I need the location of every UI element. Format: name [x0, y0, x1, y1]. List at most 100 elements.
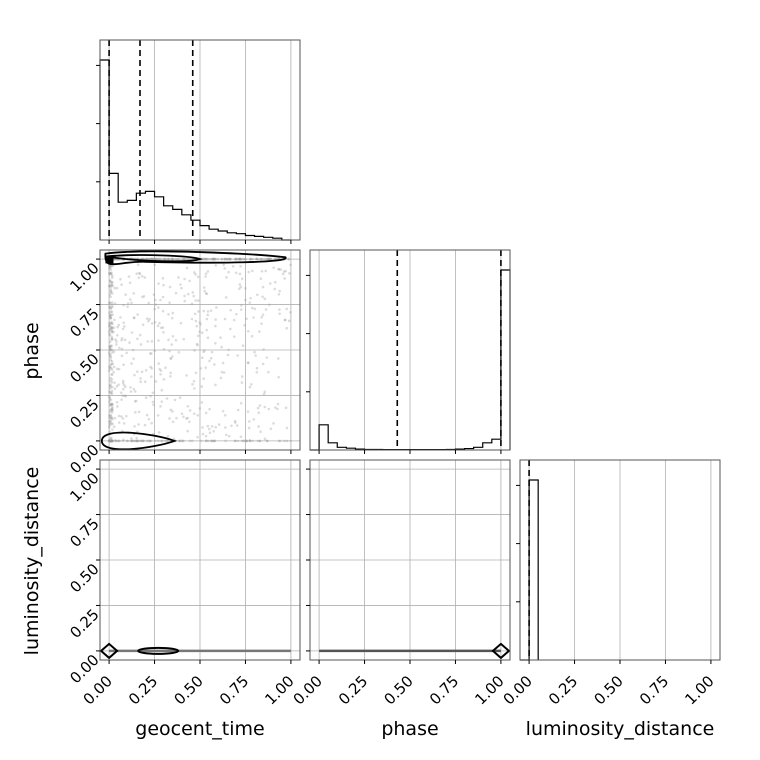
panel-2-0-xtick-label-1: 0.25 [125, 672, 161, 708]
xlabel-phase: phase [381, 718, 438, 740]
scatter-point [244, 298, 247, 302]
scatter-point [248, 439, 252, 442]
scatter-point [126, 305, 129, 308]
scatter-point [186, 404, 190, 408]
scatter-point [107, 414, 111, 417]
scatter-point [166, 434, 170, 438]
scatter-point [199, 323, 202, 326]
scatter-point [108, 265, 112, 269]
scatter-point [216, 257, 220, 261]
panel-1-0-ytick-label-0: 0.00 [66, 441, 102, 477]
scatter-point [177, 439, 181, 443]
scatter-point [149, 375, 153, 378]
scatter-point [274, 406, 277, 409]
scatter-point [109, 439, 112, 442]
scatter-point [214, 264, 218, 267]
scatter-point [147, 417, 151, 421]
scatter-point [233, 439, 237, 443]
scatter-point [219, 376, 223, 380]
scatter-point [109, 327, 112, 331]
scatter-point [115, 343, 118, 346]
scatter-point [203, 289, 207, 293]
scatter-point [117, 367, 121, 371]
scatter-point [111, 322, 114, 326]
scatter-point [136, 313, 139, 316]
scatter-point [190, 439, 194, 443]
scatter-point [185, 257, 189, 261]
scatter-point [209, 309, 213, 312]
scatter-point [195, 324, 199, 328]
scatter-point [110, 407, 114, 410]
scatter-point [193, 312, 197, 316]
scatter-point [277, 267, 281, 271]
scatter-point [250, 269, 254, 273]
scatter-point [109, 439, 113, 443]
scatter-point [191, 291, 195, 294]
scatter-point [210, 439, 214, 443]
scatter-point [110, 359, 114, 363]
scatter-point [194, 299, 197, 302]
scatter-point [212, 430, 216, 433]
scatter-point [159, 405, 162, 408]
scatter-point [109, 358, 112, 362]
scatter-point [153, 257, 156, 261]
scatter-point [196, 343, 199, 347]
scatter-point [284, 269, 287, 273]
scatter-point [202, 377, 206, 380]
scatter-point [108, 430, 111, 434]
scatter-point [109, 419, 113, 422]
scatter-point [246, 361, 250, 365]
scatter-point [118, 346, 121, 350]
scatter-point [107, 351, 111, 354]
scatter-point [112, 365, 116, 369]
scatter-point [234, 257, 238, 261]
scatter-point [160, 400, 164, 403]
scatter-point [204, 411, 208, 415]
scatter-point [214, 341, 217, 345]
scatter-point [121, 379, 125, 383]
scatter-point [289, 263, 292, 267]
scatter-point [160, 439, 163, 443]
scatter-point [155, 257, 159, 261]
scatter-point [110, 304, 114, 307]
scatter-point [116, 325, 119, 329]
scatter-point [110, 344, 113, 348]
scatter-point [108, 306, 111, 309]
scatter-point [111, 439, 114, 443]
scatter-point [148, 257, 152, 261]
scatter-point [150, 257, 154, 261]
scatter-point [179, 283, 182, 286]
contour-lumdist-phase-peak [491, 642, 511, 660]
scatter-point [110, 320, 113, 324]
scatter-point [204, 439, 208, 443]
scatter-point [136, 337, 139, 341]
scatter-point [153, 349, 156, 353]
scatter-point [124, 414, 128, 418]
scatter-point [229, 257, 232, 261]
scatter-point [269, 427, 273, 431]
scatter-point [162, 331, 165, 334]
scatter-point [250, 306, 254, 310]
scatter-point [178, 439, 182, 443]
scatter-point [253, 350, 256, 354]
scatter-point [232, 318, 236, 322]
scatter-point [109, 414, 113, 417]
scatter-point [214, 318, 217, 321]
scatter-point [111, 439, 114, 443]
panel-1-0-ytick-label-1: 0.25 [66, 395, 102, 431]
scatter-point [167, 257, 171, 261]
scatter-point [200, 331, 204, 334]
scatter-point [204, 366, 208, 369]
scatter-point [233, 257, 237, 261]
scatter-point [108, 322, 111, 325]
scatter-point [149, 439, 152, 443]
scatter-point [116, 439, 119, 443]
scatter-point [245, 439, 248, 443]
scatter-point [119, 316, 122, 319]
scatter-point [252, 316, 255, 319]
scatter-point [212, 257, 216, 261]
scatter-point [277, 357, 280, 360]
scatter-point [111, 351, 114, 354]
scatter-point [272, 422, 275, 425]
scatter-point [108, 345, 111, 349]
